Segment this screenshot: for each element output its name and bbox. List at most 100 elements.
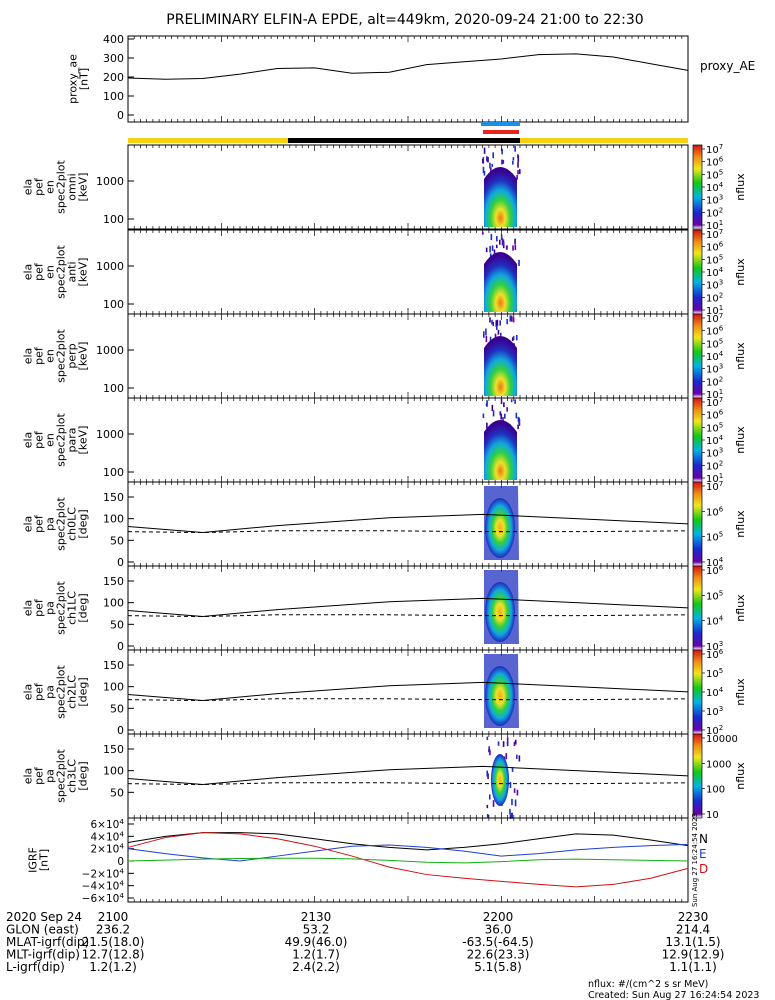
ephemeris-value: 53.2 [303, 923, 330, 937]
energy-spectrogram-flux [484, 252, 517, 312]
colorbar-tick-label: 102 [706, 375, 723, 388]
colorbar-tick-label: 107 [706, 312, 723, 325]
ephemeris-label: MLAT-igrf(dip) [6, 935, 89, 949]
axis-label-line: [nT] [78, 68, 91, 90]
y-tick-label: 1000 [96, 428, 124, 441]
axis-label-line: [nT] [38, 849, 51, 871]
axis-label-line: pef [33, 346, 46, 365]
axis-label-line: ela [22, 432, 35, 449]
spectrogram-speckle [504, 413, 506, 419]
ephemeris-label: MLT-igrf(dip) [6, 948, 80, 962]
axis-label-line: spec2plot [55, 245, 68, 299]
colorbar-tick-label: 102 [706, 291, 723, 304]
axis-label-line: [deg] [77, 761, 90, 790]
anti-loss-cone-line [127, 698, 689, 702]
colorbar-label: nflux [734, 510, 747, 538]
axis-label-line: ela [22, 264, 35, 281]
y-tick-label: 0 [117, 109, 124, 122]
colorbar-label-text: nflux [734, 342, 747, 370]
science-zone-bar-red [483, 130, 519, 134]
axis-label-line: spec2plot [55, 497, 68, 551]
axis-label-line: spec2plot [55, 581, 68, 635]
footer-created: Created: Sun Aug 27 16:24:54 2023 [588, 990, 759, 1000]
spectrogram-speckle [495, 324, 498, 330]
spectrogram-speckle [482, 166, 485, 174]
colorbar-label: nflux [734, 594, 747, 622]
axis-label-line: ela [22, 600, 35, 617]
sunlight-bar [520, 138, 688, 143]
axis-label-line: pa [44, 601, 57, 615]
y-tick-label: 100 [103, 513, 124, 526]
colorbar-tick-label: 103 [706, 640, 723, 653]
y-tick-label: 100 [103, 90, 124, 103]
igrf-legend-N: N [699, 832, 708, 846]
spectrogram-speckle [515, 412, 518, 419]
igrf-stamp-text: Sun Aug 27 16:24:54 2023 [691, 813, 699, 907]
spectrogram-speckle [485, 335, 488, 343]
pitch-angle-speckle [505, 753, 508, 760]
proxy-ae-line [127, 53, 689, 80]
spectrogram-speckle [485, 247, 488, 253]
spectrogram-speckle [514, 245, 517, 251]
colorbar-tick-label: 103 [706, 194, 723, 207]
spectrogram-speckle [482, 231, 484, 235]
spectrogram-speckle [510, 399, 513, 403]
spectrogram-speckle [487, 157, 489, 163]
colorbar-label-text: nflux [734, 510, 747, 538]
y-tick-label: 300 [103, 52, 124, 65]
ephemeris-value: 214.4 [676, 923, 710, 937]
colorbar-tick-label: 103 [706, 363, 723, 376]
y-tick-label: 200 [103, 71, 124, 84]
axis-label-line: pef [33, 598, 46, 617]
axis-label-line: perp [66, 343, 79, 368]
pitch-angle-speckle [506, 737, 509, 744]
ephemeris-value: 2200 [483, 910, 514, 924]
spectrogram-speckle [491, 245, 494, 251]
pitch-angle-flux [485, 582, 515, 642]
y-tick-label: 1000 [96, 175, 124, 188]
spectrogram-speckle [517, 424, 519, 430]
y-tick-label: 0 [117, 724, 124, 737]
spectrogram-speckle [512, 245, 514, 251]
y-tick-label: 50 [110, 702, 124, 715]
spectrogram-speckle [516, 174, 518, 180]
ephemeris-label: L-igrf(dip) [6, 960, 65, 974]
ephemeris-value: -63.5(-64.5) [462, 935, 533, 949]
axis-label-line: en [44, 349, 57, 363]
pitch-angle-speckle [486, 770, 489, 777]
axis-label-line: spec2plot [55, 665, 68, 719]
spectrogram-speckle [486, 422, 488, 429]
y-tick-label: 100 [103, 681, 124, 694]
pitch-angle-speckle [486, 736, 489, 740]
colorbar-tick-label: 1000 [706, 759, 731, 770]
igrf-Z-line [127, 857, 689, 864]
colorbar-tick-label: 102 [706, 206, 723, 219]
loss-cone-line [127, 513, 689, 534]
ephemeris-value: 21.5(18.0) [82, 935, 145, 949]
spectrogram-speckle [502, 159, 505, 164]
ephemeris-value: 2230 [678, 910, 709, 924]
pitch-angle-speckle [488, 749, 490, 753]
y-tick-label: 1000 [96, 344, 124, 357]
spectrogram-speckle [496, 319, 499, 327]
colorbar-tick-label: 106 [706, 648, 724, 661]
spectrogram-speckle [491, 319, 493, 325]
spectrogram-speckle [499, 320, 501, 326]
colorbar-tick-label: 104 [706, 686, 724, 699]
spectrogram-speckle [518, 169, 521, 174]
energy-colorbar [692, 144, 703, 230]
axis-label-line: pef [33, 430, 46, 449]
ephemeris-value: 13.1(1.5) [665, 935, 720, 949]
axis-label-line: pef [33, 262, 46, 281]
pitch-angle-speckle [488, 794, 491, 800]
axis-label-line: ela [22, 768, 35, 785]
pitch-angle-speckle [506, 741, 509, 747]
spectrogram-speckle [512, 317, 515, 323]
colorbar-tick-label: 105 [706, 421, 723, 434]
ephemeris-value: 2.4(2.2) [292, 960, 340, 974]
colorbar-tick-label: 103 [706, 447, 723, 460]
pitch-angle-speckle [511, 798, 513, 806]
ephemeris-value: 22.6(23.3) [467, 948, 530, 962]
